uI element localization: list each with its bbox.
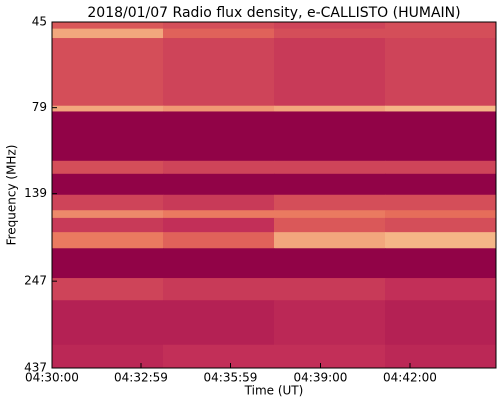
heatmap-cell <box>52 217 164 233</box>
heatmap-cell <box>52 278 164 301</box>
heatmap-cell <box>163 278 275 301</box>
plot-frame <box>51 21 497 369</box>
heatmap-cell <box>52 38 164 107</box>
heatmap-cell <box>52 232 164 249</box>
heatmap-cell <box>274 248 386 279</box>
chart-title: 2018/01/07 Radio flux density, e-CALLIST… <box>87 5 460 21</box>
heatmap-cell <box>385 173 497 196</box>
x-tick-label: 04:30:00 <box>25 371 79 385</box>
heatmap-cell <box>385 278 497 301</box>
heatmap-cell <box>52 300 164 346</box>
heatmap-cell <box>385 105 497 112</box>
x-tick-label: 04:42:00 <box>383 371 437 385</box>
heatmap-cell <box>163 248 275 279</box>
y-tick-label: 79 <box>32 100 47 114</box>
y-axis-label: Frequency (MHz) <box>5 145 19 246</box>
heatmap-cell <box>385 217 497 233</box>
heatmap-cell <box>385 300 497 346</box>
heatmap-cell <box>274 38 386 107</box>
heatmap <box>52 22 497 369</box>
heatmap-cell <box>163 111 275 162</box>
x-tick-label: 04:39:00 <box>294 371 348 385</box>
heatmap-cell <box>385 38 497 107</box>
heatmap-cell <box>163 232 275 249</box>
heatmap-cell <box>385 210 497 219</box>
heatmap-cell <box>385 232 497 249</box>
heatmap-cell <box>274 160 386 175</box>
heatmap-cell <box>385 22 497 30</box>
y-tick-label: 437 <box>24 361 47 375</box>
heatmap-cell <box>274 194 386 211</box>
heatmap-cell <box>274 111 386 162</box>
heatmap-cell <box>274 210 386 219</box>
y-tick-label: 247 <box>24 274 47 288</box>
heatmap-cell <box>385 160 497 175</box>
heatmap-cell <box>163 217 275 233</box>
heatmap-cell <box>163 28 275 39</box>
heatmap-cell <box>385 248 497 279</box>
x-axis-label: Time (UT) <box>244 384 304 398</box>
heatmap-cell <box>385 194 497 211</box>
heatmap-cell <box>163 210 275 219</box>
heatmap-cell <box>52 344 164 369</box>
heatmap-cell <box>52 248 164 279</box>
heatmap-cell <box>52 194 164 211</box>
heatmap-cell <box>52 22 164 30</box>
heatmap-cell <box>52 105 164 112</box>
heatmap-cell <box>163 300 275 346</box>
heatmap-cell <box>52 210 164 219</box>
heatmap-cell <box>274 173 386 196</box>
heatmap-cell <box>163 344 275 369</box>
heatmap-cell <box>163 173 275 196</box>
heatmap-cell <box>163 105 275 112</box>
heatmap-cell <box>385 28 497 39</box>
heatmap-cell <box>274 217 386 233</box>
heatmap-cell <box>274 344 386 369</box>
heatmap-cell <box>274 22 386 30</box>
y-tick-label: 139 <box>24 186 47 200</box>
heatmap-cell <box>163 194 275 211</box>
heatmap-cell <box>52 160 164 175</box>
heatmap-cell <box>274 278 386 301</box>
heatmap-cell <box>385 344 497 369</box>
heatmap-cell <box>274 232 386 249</box>
heatmap-cell <box>274 28 386 39</box>
x-tick-label: 04:35:59 <box>204 371 258 385</box>
heatmap-cell <box>163 160 275 175</box>
x-tick-label: 04:32:59 <box>114 371 168 385</box>
y-tick-label: 45 <box>32 15 47 29</box>
heatmap-cell <box>385 111 497 162</box>
heatmap-cell <box>52 173 164 196</box>
heatmap-cell <box>163 22 275 30</box>
heatmap-cell <box>163 38 275 107</box>
heatmap-cell <box>274 300 386 346</box>
heatmap-cell <box>274 105 386 112</box>
heatmap-cell <box>52 28 164 39</box>
heatmap-cell <box>52 111 164 162</box>
